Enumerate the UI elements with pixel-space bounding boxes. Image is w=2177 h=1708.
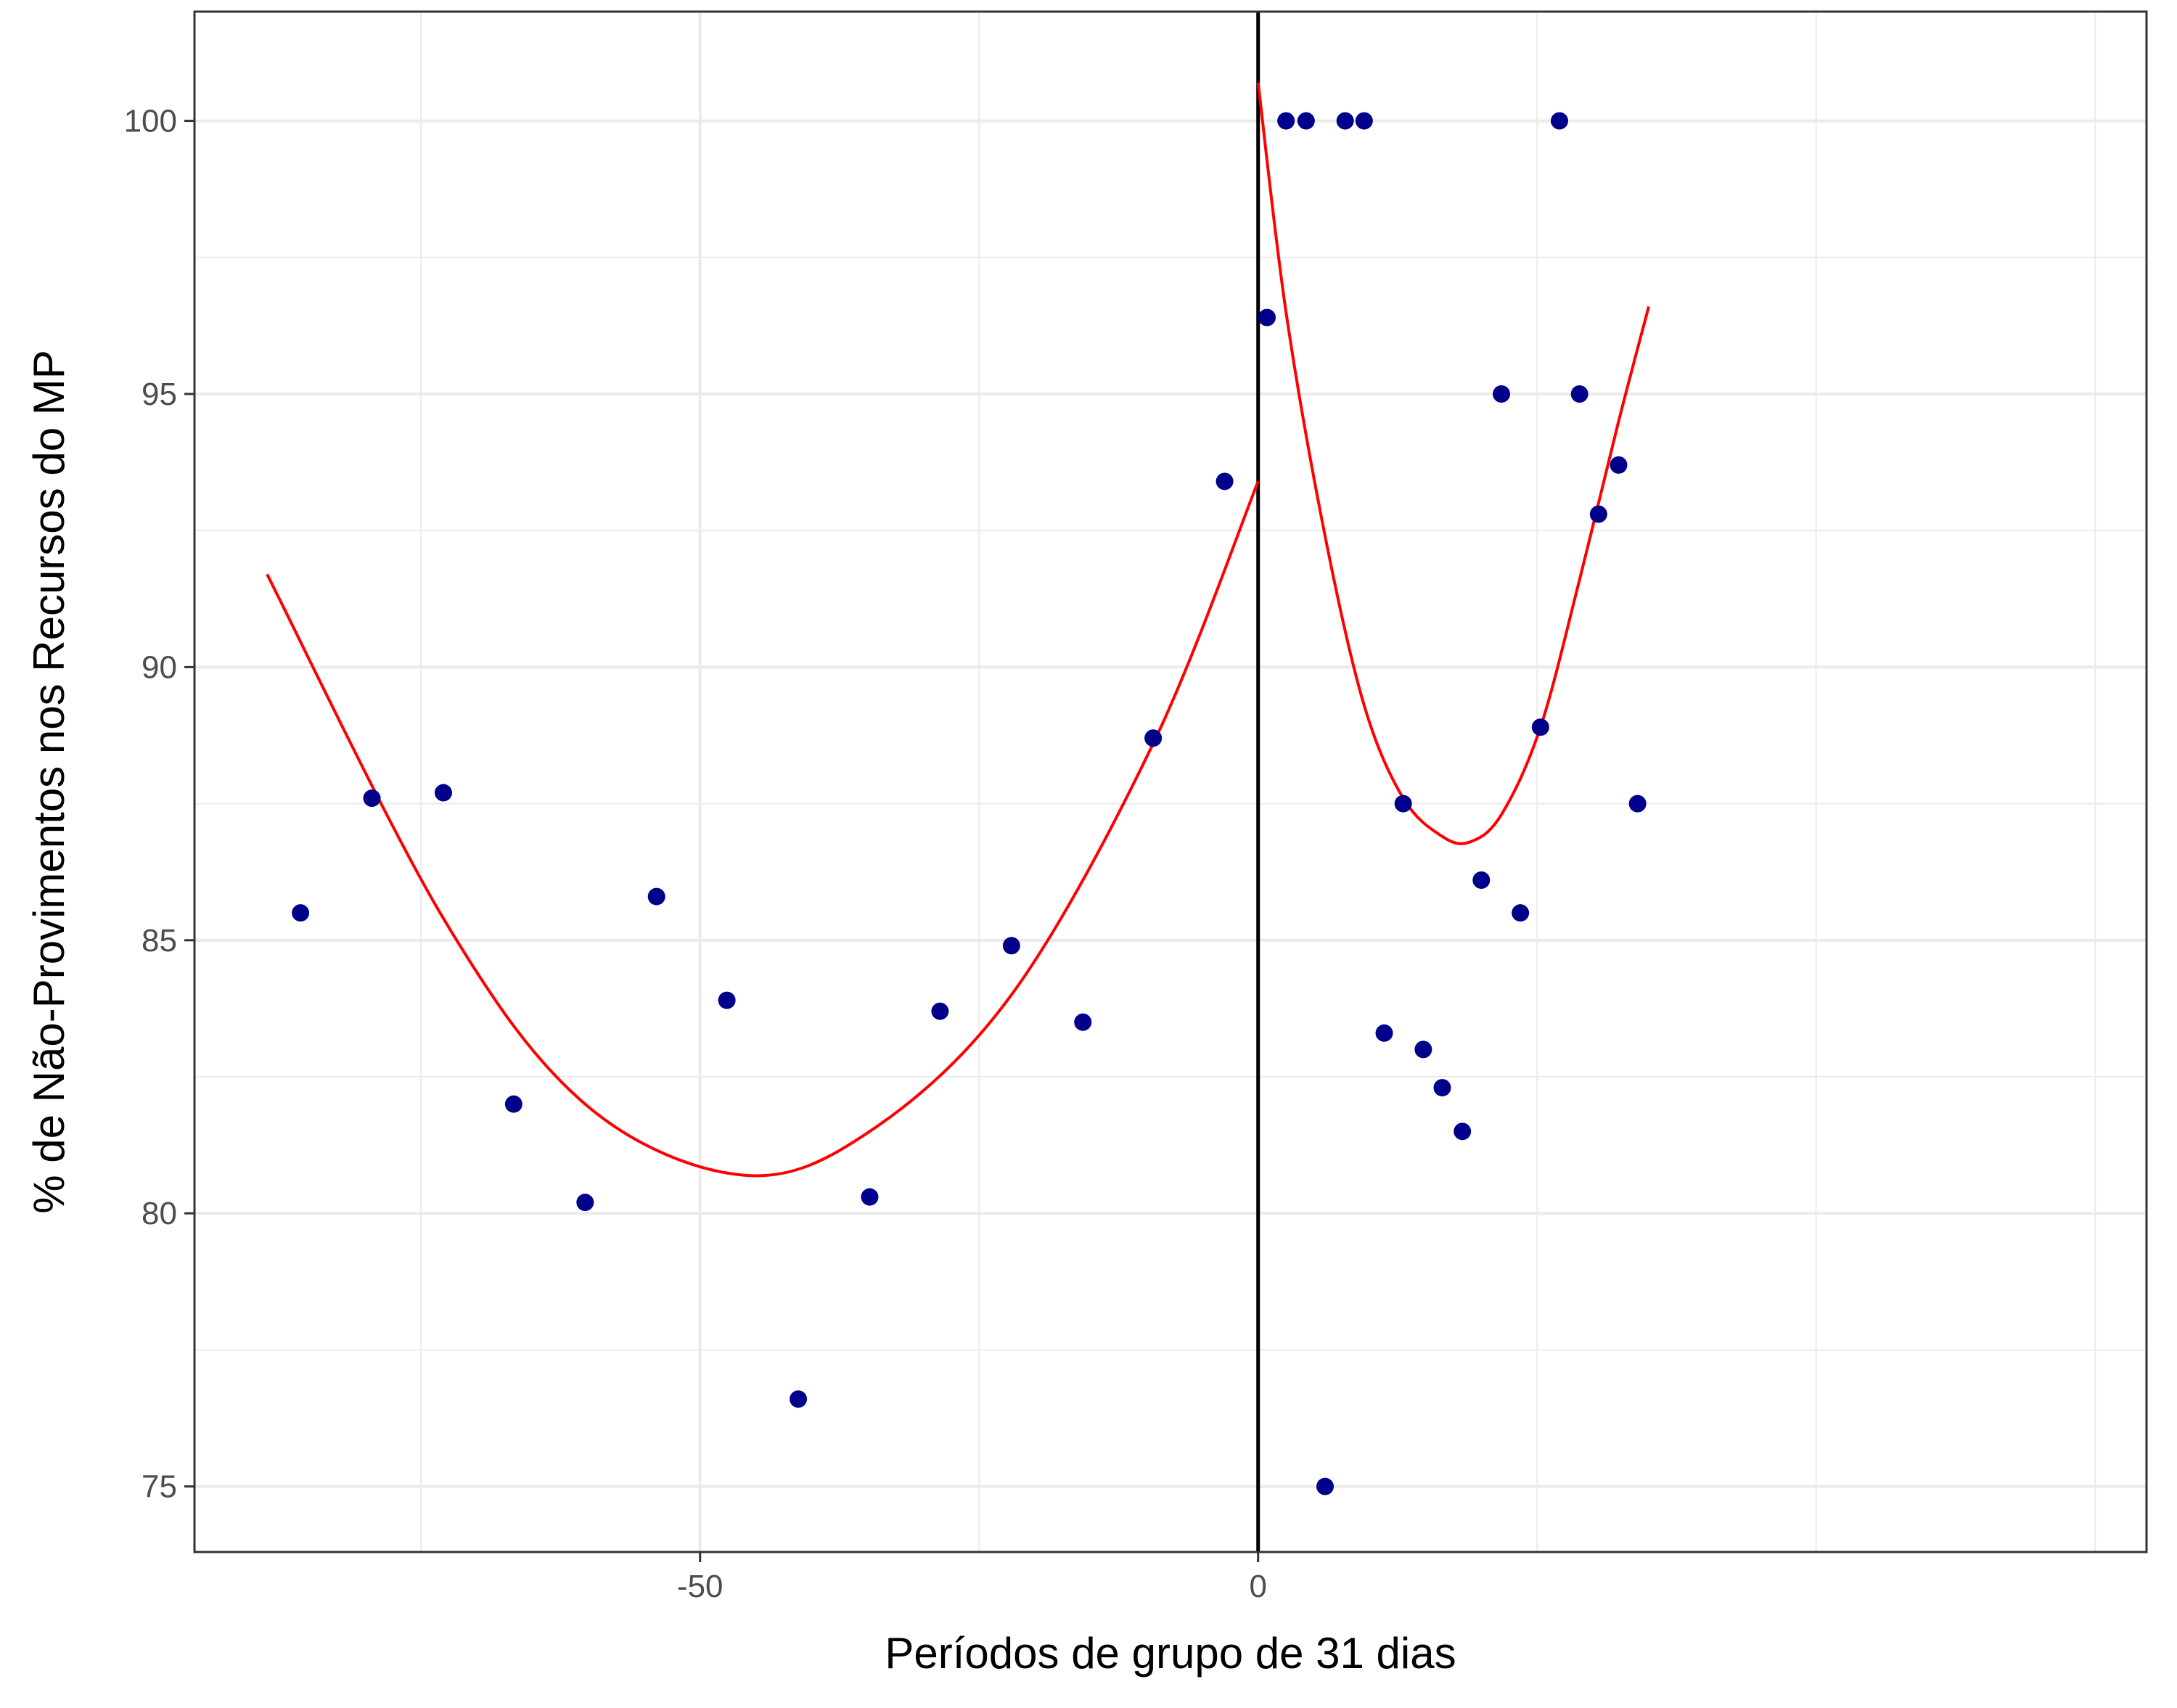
data-point [292, 904, 310, 922]
y-axis-title: % de Não-Provimentos nos Recursos do MP [25, 350, 73, 1214]
data-point [1551, 112, 1569, 130]
x-axis-ticks: -50 0 [677, 1552, 1267, 1604]
panel-border [193, 10, 2148, 1553]
data-point [1258, 308, 1276, 327]
data-point [1277, 112, 1295, 130]
y-axis-ticks: 75 80 85 90 95 100 [124, 104, 194, 1505]
data-point [1512, 904, 1530, 922]
data-point [1394, 795, 1412, 813]
y-tick-label: 75 [142, 1469, 177, 1505]
data-point [504, 1095, 522, 1113]
data-point [363, 789, 381, 808]
data-point [1454, 1122, 1472, 1141]
data-point [1144, 729, 1163, 747]
data-point [1433, 1079, 1451, 1097]
data-points [292, 112, 1647, 1495]
data-point [1472, 871, 1491, 890]
data-point [1002, 937, 1020, 955]
data-point [1375, 1024, 1393, 1042]
data-point [1531, 718, 1549, 736]
y-tick-label: 95 [142, 377, 177, 412]
data-point [1074, 1013, 1092, 1031]
y-tick-label: 80 [142, 1196, 177, 1231]
minor-gridlines [194, 12, 2147, 1552]
fit-curves [266, 82, 1650, 1178]
y-tick-label: 90 [142, 649, 177, 685]
data-point [1336, 112, 1354, 130]
x-tick-label: -50 [677, 1569, 723, 1604]
data-point [1570, 385, 1588, 403]
data-point [1589, 505, 1607, 523]
data-point [1215, 472, 1234, 490]
data-point [790, 1390, 808, 1408]
fit-curve-left [266, 480, 1260, 1178]
data-point [1297, 112, 1315, 130]
data-point [718, 991, 736, 1009]
x-tick-label: 0 [1249, 1569, 1266, 1604]
x-axis-title: Períodos de grupo de 31 dias [885, 1629, 1456, 1678]
data-point [1316, 1477, 1335, 1495]
data-point [576, 1194, 594, 1212]
data-point [931, 1002, 949, 1020]
data-point [1610, 456, 1628, 474]
data-point [861, 1188, 879, 1206]
data-point [1493, 385, 1511, 403]
y-tick-label: 100 [124, 104, 177, 139]
data-point [647, 887, 665, 906]
data-point [1355, 112, 1373, 130]
y-tick-label: 85 [142, 923, 177, 958]
data-point [434, 784, 452, 802]
data-point [1414, 1040, 1432, 1059]
fit-curve-right [1256, 82, 1650, 845]
data-point [1628, 795, 1647, 813]
